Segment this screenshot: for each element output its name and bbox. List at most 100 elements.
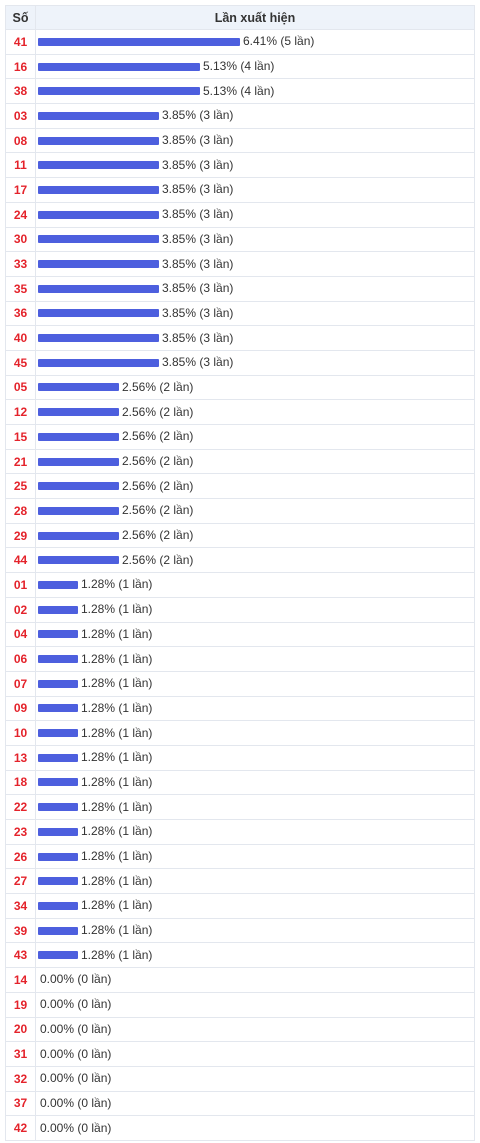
bar	[38, 901, 78, 910]
row-number: 33	[5, 251, 36, 277]
bar-cell: 2.56% (2 lần)	[35, 448, 475, 475]
bar-cell: 1.28% (1 lần)	[35, 720, 475, 746]
bar	[38, 951, 78, 960]
bar-cell: 1.28% (1 lần)	[35, 596, 475, 623]
frequency-table: Số Lần xuất hiện 41 6.41% (5 lần) 16 5.13% …	[5, 5, 475, 1141]
table-row: 13 1.28% (1 lần)	[5, 744, 475, 771]
bar	[38, 506, 119, 515]
table-body: 41 6.41% (5 lần) 16 5.13% (4 lần) 38 5.13% (4…	[5, 29, 475, 1141]
bar-cell: 1.28% (1 lần)	[35, 917, 475, 944]
bar	[38, 161, 159, 170]
table-row: 17 3.85% (3 lần)	[5, 177, 475, 203]
table-row: 34 1.28% (1 lần)	[5, 893, 475, 919]
row-number: 42	[5, 1115, 36, 1141]
bar-value-label: 1.28% (1 lần)	[81, 898, 153, 913]
bar-value-label: 5.13% (4 lần)	[203, 59, 275, 74]
bar-value-label: 1.28% (1 lần)	[81, 602, 153, 617]
bar-cell: 3.85% (3 lần)	[35, 152, 475, 179]
bar-value-label: 1.28% (1 lần)	[81, 626, 153, 641]
bar	[38, 778, 78, 787]
bar-cell: 3.85% (3 lần)	[35, 103, 475, 129]
bar	[38, 334, 159, 343]
bar-value-label: 0.00% (0 lần)	[40, 1021, 112, 1036]
bar-value-label: 1.28% (1 lần)	[81, 676, 153, 691]
bar-cell: 3.85% (3 lần)	[35, 251, 475, 277]
bar-cell: 1.28% (1 lần)	[35, 572, 475, 598]
bar	[38, 926, 78, 935]
bar	[38, 136, 159, 145]
table-row: 07 1.28% (1 lần)	[5, 670, 475, 697]
bar	[38, 284, 159, 293]
bar-value-label: 3.85% (3 lần)	[162, 133, 234, 148]
row-number: 43	[5, 942, 36, 969]
table-row: 29 2.56% (2 lần)	[5, 522, 475, 549]
bar-value-label: 1.28% (1 lần)	[81, 651, 153, 666]
row-number: 06	[5, 646, 36, 672]
bar-cell: 3.85% (3 lần)	[35, 275, 475, 302]
table-row: 22 1.28% (1 lần)	[5, 794, 475, 820]
row-number: 34	[5, 893, 36, 919]
row-number: 22	[5, 794, 36, 820]
row-number: 27	[5, 868, 36, 895]
row-number: 38	[5, 78, 36, 105]
bar-value-label: 2.56% (2 lần)	[122, 429, 194, 444]
bar	[38, 482, 119, 491]
table-row: 19 0.00% (0 lần)	[5, 991, 475, 1018]
bar-value-label: 0.00% (0 lần)	[40, 1046, 112, 1061]
bar	[38, 260, 159, 269]
row-number: 35	[5, 275, 36, 302]
bar-cell: 3.85% (3 lần)	[35, 127, 475, 154]
bar-value-label: 0.00% (0 lần)	[40, 997, 112, 1012]
row-number: 25	[5, 473, 36, 500]
bar-cell: 3.85% (3 lần)	[35, 177, 475, 203]
bar-value-label: 2.56% (2 lần)	[122, 528, 194, 543]
bar-value-label: 3.85% (3 lần)	[162, 305, 234, 320]
row-number: 36	[5, 300, 36, 327]
bar-cell: 1.28% (1 lần)	[35, 893, 475, 919]
row-number: 07	[5, 670, 36, 697]
table-row: 44 2.56% (2 lần)	[5, 547, 475, 574]
bar-cell: 1.28% (1 lần)	[35, 621, 475, 648]
row-number: 08	[5, 127, 36, 154]
table-row: 06 1.28% (1 lần)	[5, 646, 475, 672]
bar-value-label: 3.85% (3 lần)	[162, 182, 234, 197]
bar-cell: 3.85% (3 lần)	[35, 300, 475, 327]
table-row: 27 1.28% (1 lần)	[5, 868, 475, 895]
bar-cell: 2.56% (2 lần)	[35, 399, 475, 425]
table-row: 25 2.56% (2 lần)	[5, 473, 475, 500]
bar-value-label: 3.85% (3 lần)	[162, 207, 234, 222]
bar-cell: 1.28% (1 lần)	[35, 670, 475, 697]
bar	[38, 358, 159, 367]
table-row: 32 0.00% (0 lần)	[5, 1065, 475, 1092]
table-row: 03 3.85% (3 lần)	[5, 103, 475, 129]
bar-value-label: 3.85% (3 lần)	[162, 281, 234, 296]
bar-cell: 1.28% (1 lần)	[35, 868, 475, 895]
table-row: 31 0.00% (0 lần)	[5, 1041, 475, 1067]
bar	[38, 803, 78, 812]
bar-cell: 0.00% (0 lần)	[35, 1115, 475, 1141]
table-row: 39 1.28% (1 lần)	[5, 917, 475, 944]
table-row: 30 3.85% (3 lần)	[5, 226, 475, 253]
row-number: 18	[5, 769, 36, 796]
row-number: 11	[5, 152, 36, 179]
table-row: 23 1.28% (1 lần)	[5, 819, 475, 845]
bar-cell: 2.56% (2 lần)	[35, 498, 475, 524]
bar-value-label: 1.28% (1 lần)	[81, 923, 153, 938]
bar	[38, 432, 119, 441]
bar	[38, 235, 159, 244]
row-number: 15	[5, 424, 36, 450]
table-row: 40 3.85% (3 lần)	[5, 325, 475, 351]
bar-cell: 3.85% (3 lần)	[35, 349, 475, 376]
table-row: 08 3.85% (3 lần)	[5, 127, 475, 154]
bar-cell: 1.28% (1 lần)	[35, 794, 475, 820]
row-number: 30	[5, 226, 36, 253]
bar	[38, 630, 78, 639]
row-number: 16	[5, 53, 36, 80]
bar-value-label: 2.56% (2 lần)	[122, 404, 194, 419]
bar-value-label: 2.56% (2 lần)	[122, 379, 194, 394]
bar-cell: 1.28% (1 lần)	[35, 695, 475, 722]
row-number: 12	[5, 399, 36, 425]
bar	[38, 37, 240, 46]
row-number: 21	[5, 448, 36, 475]
frequency-table-container: Số Lần xuất hiện 41 6.41% (5 lần) 16 5.13% …	[5, 5, 475, 1141]
